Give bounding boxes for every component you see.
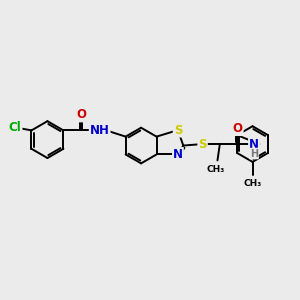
Text: N: N: [173, 148, 183, 161]
Text: NH: NH: [90, 124, 110, 137]
Text: N: N: [249, 138, 259, 151]
Text: Cl: Cl: [9, 121, 22, 134]
Text: O: O: [233, 122, 243, 135]
Text: S: S: [174, 124, 182, 136]
Text: CH₃: CH₃: [207, 165, 225, 174]
Text: H: H: [250, 148, 258, 159]
Text: CH₃: CH₃: [243, 179, 262, 188]
Text: O: O: [77, 108, 87, 122]
Text: S: S: [198, 138, 207, 151]
